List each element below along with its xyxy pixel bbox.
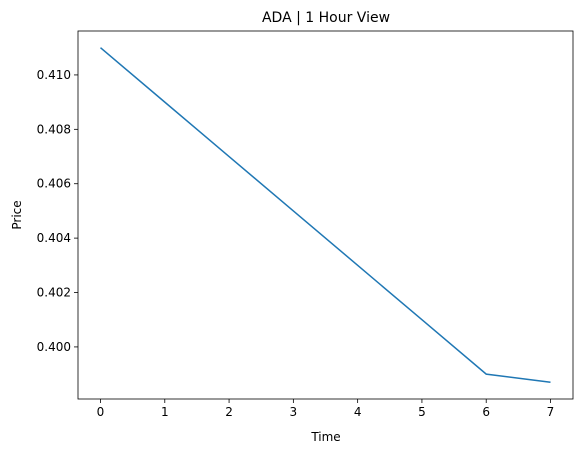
x-tick-label: 2 [225,405,233,419]
y-tick-label: 0.400 [37,340,71,354]
x-tick-label: 6 [482,405,490,419]
x-tick-label: 1 [161,405,169,419]
y-tick-label: 0.404 [37,231,71,245]
x-tick-label: 7 [547,405,555,419]
y-tick-label: 0.406 [37,177,71,191]
x-tick-label: 3 [290,405,298,419]
y-tick-label: 0.410 [37,68,71,82]
y-axis-label: Price [10,200,24,229]
x-tick-label: 4 [354,405,362,419]
y-tick-label: 0.402 [37,286,71,300]
x-axis-label: Time [310,430,340,444]
line-series [100,47,551,384]
axes-frame [77,30,574,400]
x-tick-label: 0 [97,405,105,419]
x-tick-label: 5 [418,405,426,419]
y-tick-label: 0.408 [37,122,71,136]
chart-title: ADA | 1 Hour View [262,10,390,26]
